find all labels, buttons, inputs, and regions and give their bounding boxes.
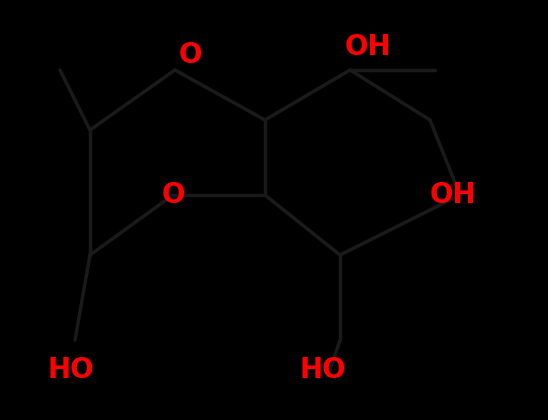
- Text: O: O: [178, 41, 202, 69]
- Text: HO: HO: [300, 356, 347, 384]
- Text: HO: HO: [48, 356, 95, 384]
- Text: OH: OH: [345, 33, 392, 61]
- Text: OH: OH: [430, 181, 477, 209]
- Text: O: O: [161, 181, 185, 209]
